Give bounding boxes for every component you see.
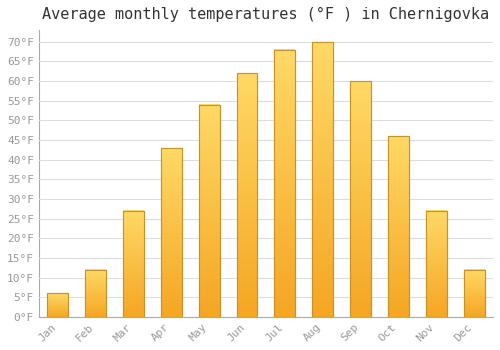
Bar (48, 293, 68, 317)
Bar (198, 105, 220, 317)
Bar (236, 73, 258, 317)
Bar (464, 270, 484, 317)
Bar (161, 148, 182, 317)
Bar (388, 136, 409, 317)
Bar (312, 42, 333, 317)
Bar (48, 293, 68, 317)
Bar (274, 50, 295, 317)
Bar (123, 211, 144, 317)
Bar (312, 42, 333, 317)
Title: Average monthly temperatures (°F ) in Chernigovka: Average monthly temperatures (°F ) in Ch… (42, 7, 490, 22)
Bar (350, 81, 371, 317)
Bar (274, 50, 295, 317)
Bar (198, 105, 220, 317)
Bar (426, 211, 446, 317)
Bar (85, 270, 106, 317)
Bar (85, 270, 106, 317)
Bar (236, 73, 258, 317)
Bar (350, 81, 371, 317)
Bar (464, 270, 484, 317)
Bar (388, 136, 409, 317)
Bar (123, 211, 144, 317)
Bar (161, 148, 182, 317)
Bar (426, 211, 446, 317)
